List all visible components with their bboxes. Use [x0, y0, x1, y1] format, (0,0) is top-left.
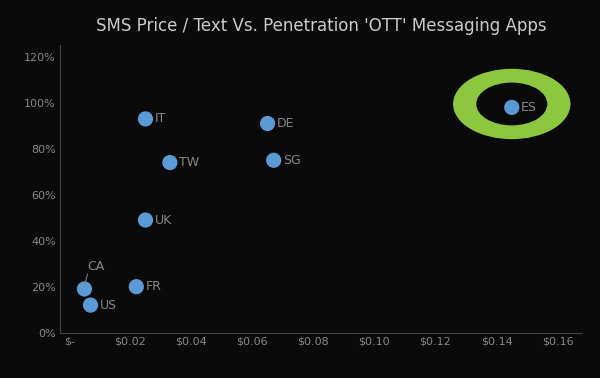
Text: SG: SG: [283, 154, 301, 167]
Ellipse shape: [477, 83, 547, 125]
Point: [131, 284, 141, 290]
Point: [140, 217, 150, 223]
Text: US: US: [100, 299, 117, 311]
Text: ES: ES: [521, 101, 537, 114]
Point: [80, 286, 89, 292]
Text: TW: TW: [179, 156, 199, 169]
Text: DE: DE: [277, 117, 294, 130]
Point: [140, 116, 150, 122]
Ellipse shape: [454, 70, 570, 138]
Point: [269, 157, 278, 163]
Point: [86, 302, 95, 308]
Text: FR: FR: [145, 280, 161, 293]
Text: UK: UK: [155, 214, 172, 226]
Text: CA: CA: [88, 260, 105, 273]
Text: IT: IT: [155, 112, 166, 125]
Point: [165, 160, 175, 166]
Title: SMS Price / Text Vs. Penetration 'OTT' Messaging Apps: SMS Price / Text Vs. Penetration 'OTT' M…: [95, 17, 547, 36]
Point: [263, 121, 272, 127]
Point: [507, 104, 517, 110]
